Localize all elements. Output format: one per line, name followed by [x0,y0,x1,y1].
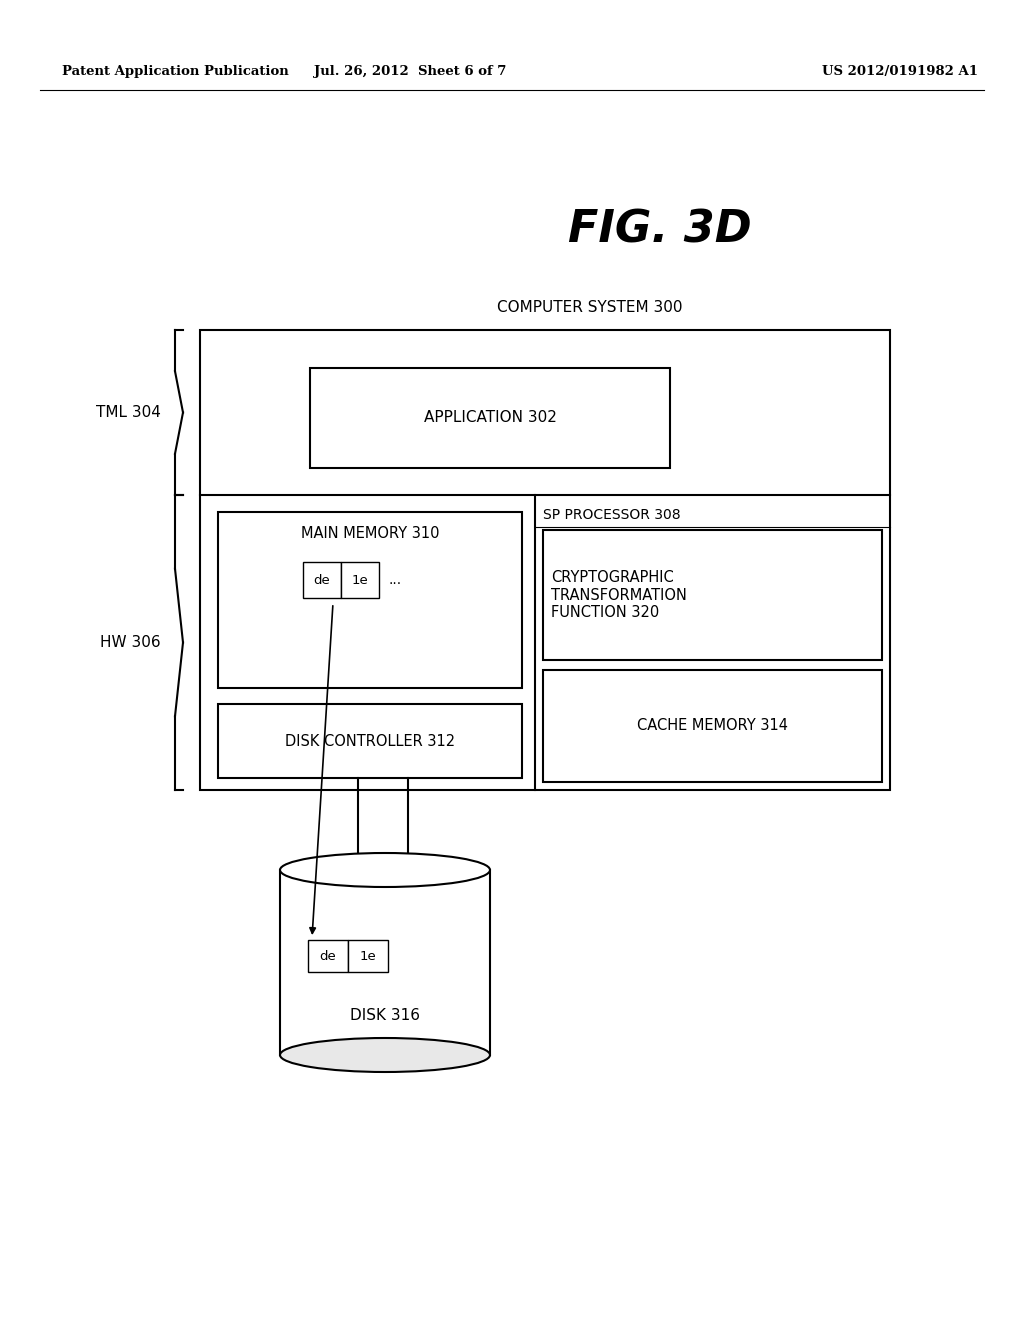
Text: de: de [319,949,336,962]
Text: FIG. 3D: FIG. 3D [568,209,752,252]
Bar [543,671,882,781]
Text: CACHE MEMORY 314: CACHE MEMORY 314 [637,718,788,734]
Bar [308,940,348,972]
Text: COMPUTER SYSTEM 300: COMPUTER SYSTEM 300 [498,301,683,315]
Text: Patent Application Publication: Patent Application Publication [62,66,289,78]
Text: DISK CONTROLLER 312: DISK CONTROLLER 312 [285,734,455,748]
Text: DISK 316: DISK 316 [350,1007,420,1023]
Text: Jul. 26, 2012  Sheet 6 of 7: Jul. 26, 2012 Sheet 6 of 7 [313,66,506,78]
Text: APPLICATION 302: APPLICATION 302 [424,411,556,425]
Ellipse shape [280,1038,490,1072]
Text: 1e: 1e [351,573,369,586]
Bar [348,940,388,972]
Text: TML 304: TML 304 [96,405,161,420]
Bar [310,368,670,469]
Bar [218,512,522,688]
Bar [200,330,890,789]
Bar [543,531,882,660]
Text: SP PROCESSOR 308: SP PROCESSOR 308 [543,508,681,521]
Text: CRYPTOGRAPHIC
TRANSFORMATION
FUNCTION 320: CRYPTOGRAPHIC TRANSFORMATION FUNCTION 32… [551,570,687,620]
Text: 1e: 1e [359,949,377,962]
Ellipse shape [280,853,490,887]
Bar [303,562,341,598]
Text: ...: ... [388,573,401,587]
Text: HW 306: HW 306 [100,635,161,649]
Text: MAIN MEMORY 310: MAIN MEMORY 310 [301,527,439,541]
Text: US 2012/0191982 A1: US 2012/0191982 A1 [822,66,978,78]
Text: de: de [313,573,331,586]
Bar [218,704,522,777]
Bar [341,562,379,598]
